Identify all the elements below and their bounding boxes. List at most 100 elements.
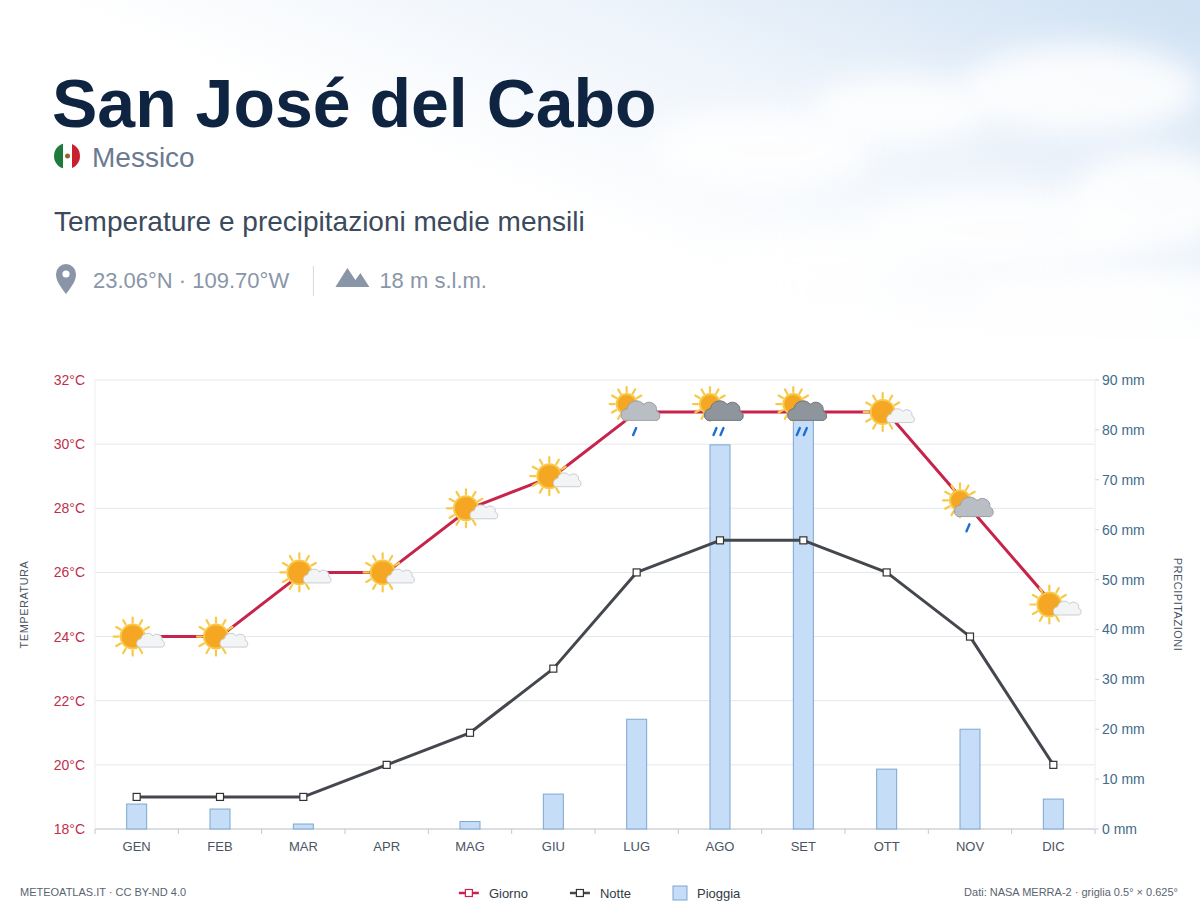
grid-line	[95, 572, 1095, 573]
country: Messico	[92, 142, 195, 173]
marker	[800, 537, 807, 544]
rain-bar	[543, 794, 563, 829]
sun-ray	[290, 556, 293, 560]
marks	[127, 409, 1064, 829]
grid-line	[95, 380, 1095, 381]
sun-ray	[702, 389, 705, 393]
sun-ray	[123, 649, 126, 653]
legend-label: Pioggia	[697, 886, 741, 901]
sun-ray	[882, 393, 884, 398]
sun-ray	[116, 644, 120, 647]
grid-line	[95, 700, 1095, 701]
cloud	[704, 401, 743, 420]
x-tick-label: GIU	[542, 839, 565, 854]
sun-ray	[366, 563, 370, 566]
y2-tick-label: 20 mm	[1102, 721, 1145, 737]
sky-fade	[0, 260, 1200, 350]
sun-ray	[364, 571, 369, 573]
legend-item: Pioggia	[673, 886, 741, 901]
sun-ray	[626, 387, 628, 392]
marker	[967, 633, 974, 640]
marker	[717, 537, 724, 544]
sun-ray	[895, 403, 899, 406]
divider	[313, 266, 314, 296]
cloud-decoration	[960, 45, 1200, 135]
x-tick-label: NOV	[956, 839, 985, 854]
rain-bar	[127, 804, 147, 829]
y2-tick	[1095, 479, 1099, 480]
rain-drop	[967, 524, 970, 531]
sun-ray	[132, 618, 134, 623]
sun-ray	[540, 488, 543, 492]
sun-ray	[306, 556, 309, 560]
y-tick-label: 30°C	[54, 436, 85, 452]
cloud	[1053, 601, 1081, 615]
rain-bar	[960, 729, 980, 829]
sun-ray	[200, 644, 204, 647]
sun-ray	[465, 489, 467, 494]
weather-icon	[864, 393, 915, 431]
sun-ray	[215, 651, 217, 656]
weather-icon	[943, 483, 993, 531]
sun-ray	[1056, 588, 1059, 592]
grid-line	[95, 764, 1095, 765]
sun-ray	[145, 627, 149, 630]
cloud	[303, 569, 331, 583]
pin-hole	[62, 270, 69, 277]
sun-ray	[945, 506, 949, 509]
sun-ray	[223, 620, 226, 624]
sun-ray	[390, 556, 393, 560]
sun-ray	[533, 483, 537, 486]
y2-tick-label: 30 mm	[1102, 671, 1145, 687]
weather-icon	[693, 387, 743, 435]
x-tick-label: MAR	[289, 839, 318, 854]
sun-ray	[873, 396, 876, 400]
sun-ray	[779, 410, 783, 413]
cloud	[621, 401, 660, 420]
sun-ray	[618, 389, 621, 393]
y2-tick	[1095, 579, 1099, 580]
sun-ray	[890, 424, 893, 428]
sun-ray	[709, 387, 711, 392]
sun-ray	[959, 483, 961, 488]
sun-ray	[866, 403, 870, 406]
y2-tick-label: 70 mm	[1102, 472, 1145, 488]
sun-ray	[695, 410, 699, 413]
sun-ray	[207, 649, 210, 653]
weather-icon	[280, 553, 331, 591]
sun-ray	[473, 492, 476, 496]
sun-ray	[561, 467, 565, 470]
sun-ray	[1048, 586, 1050, 591]
sun-ray	[890, 396, 893, 400]
rain-bar	[210, 809, 230, 829]
sun-ray	[882, 426, 884, 431]
sun-ray	[952, 486, 955, 490]
sun-ray	[966, 486, 969, 490]
rain-bar	[710, 445, 730, 829]
x-tick	[261, 829, 262, 834]
rain-bar	[793, 420, 813, 829]
x-tick	[428, 829, 429, 834]
sun-ray	[612, 396, 616, 399]
sun-ray	[804, 396, 808, 399]
sun-ray	[373, 556, 376, 560]
y2-tick-label: 0 mm	[1102, 821, 1137, 837]
sun-ray	[970, 492, 974, 495]
legend-marker	[576, 890, 583, 897]
sun-ray	[197, 635, 202, 637]
sun-ray	[540, 460, 543, 464]
sun-ray	[637, 396, 641, 399]
marker	[217, 793, 224, 800]
y2-tick-label: 40 mm	[1102, 621, 1145, 637]
rain-bar	[293, 824, 313, 829]
pin-icon	[56, 264, 76, 294]
marker	[383, 761, 390, 768]
x-tick	[178, 829, 179, 834]
sun-ray	[1040, 588, 1043, 592]
sun-ray	[548, 490, 550, 495]
sun-ray	[952, 511, 955, 515]
sun-ray	[280, 571, 285, 573]
marker	[300, 793, 307, 800]
sun-ray	[695, 396, 699, 399]
marker	[467, 729, 474, 736]
